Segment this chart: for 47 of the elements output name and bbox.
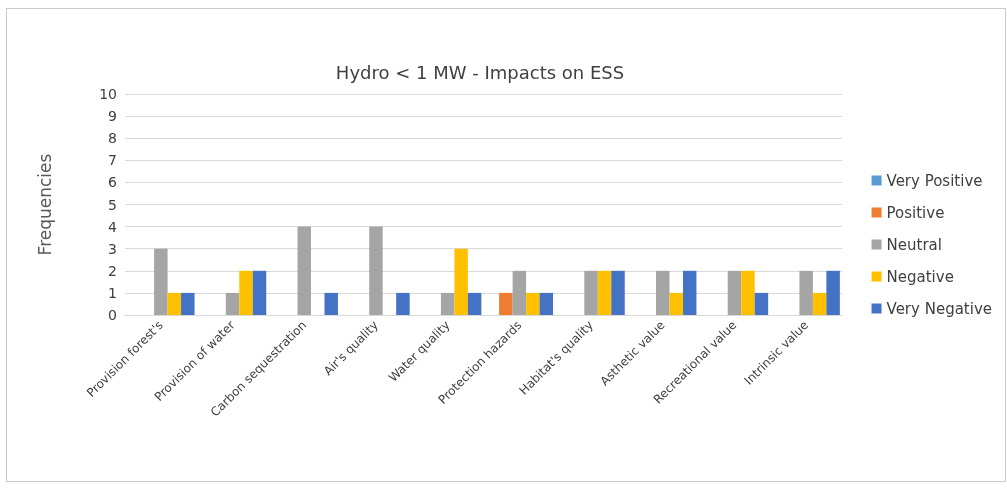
y-tick-label: 3 — [108, 240, 117, 257]
bar — [324, 292, 338, 315]
bar — [440, 292, 455, 315]
bar — [826, 270, 840, 315]
bar — [181, 292, 195, 315]
y-tick-label: 7 — [108, 152, 117, 169]
bar — [584, 270, 598, 315]
y-tick-label: 2 — [108, 262, 117, 279]
bar — [467, 292, 482, 315]
bar — [454, 248, 468, 315]
legend-label: Neutral — [886, 235, 942, 254]
bar — [252, 270, 267, 315]
bar — [741, 270, 755, 315]
legend-label: Positive — [886, 203, 945, 222]
y-tick-label: 10 — [99, 86, 117, 102]
chart-title: Hydro < 1 MW - Impacts on ESS — [335, 61, 625, 83]
bar — [682, 270, 697, 315]
legend-label: Very Positive — [886, 171, 983, 190]
bar — [499, 292, 513, 315]
y-tick-label: 8 — [108, 130, 117, 147]
bar — [812, 292, 827, 315]
bar — [611, 270, 625, 315]
y-axis-title: Frequencies — [34, 153, 55, 256]
y-tick-label: 0 — [108, 307, 117, 323]
bar — [297, 226, 311, 315]
y-tick-label: 1 — [108, 284, 117, 301]
y-tick-label: 4 — [108, 218, 118, 235]
bar — [656, 270, 670, 315]
bar — [754, 292, 769, 315]
bar — [669, 292, 683, 315]
y-tick-label: 9 — [108, 108, 117, 125]
bar — [239, 270, 253, 315]
bar — [512, 270, 527, 315]
bar — [526, 292, 540, 315]
legend-label: Very Negative — [886, 299, 993, 318]
y-tick-label: 6 — [108, 174, 118, 191]
y-tick-label: 5 — [108, 196, 117, 213]
bar — [539, 292, 554, 315]
legend-label: Negative — [886, 267, 954, 286]
bar — [727, 270, 742, 315]
bar — [154, 248, 168, 315]
bar — [167, 292, 182, 315]
bar — [369, 226, 383, 315]
bar — [225, 292, 240, 315]
bar — [396, 292, 410, 315]
bar — [799, 270, 813, 315]
bar — [597, 270, 612, 315]
